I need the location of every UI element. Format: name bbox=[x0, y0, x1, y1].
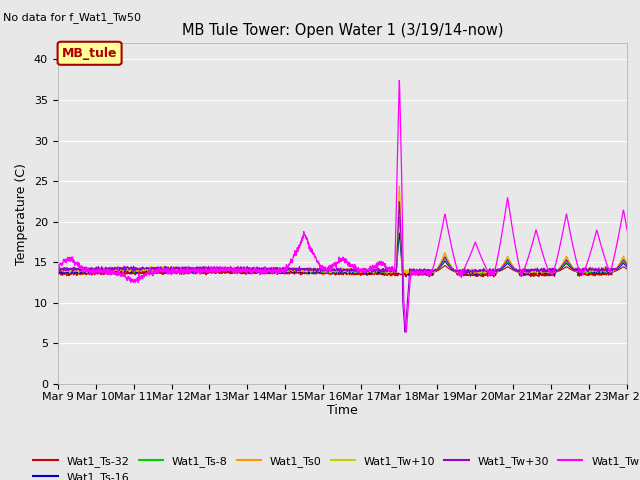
X-axis label: Time: Time bbox=[327, 405, 358, 418]
Title: MB Tule Tower: Open Water 1 (3/19/14-now): MB Tule Tower: Open Water 1 (3/19/14-now… bbox=[182, 23, 503, 38]
Legend: Wat1_Ts-32, Wat1_Ts-16, Wat1_Ts-8, Wat1_Ts0, Wat1_Tw+10, Wat1_Tw+30, Wat1_Tw100: Wat1_Ts-32, Wat1_Ts-16, Wat1_Ts-8, Wat1_… bbox=[29, 451, 640, 480]
Text: MB_tule: MB_tule bbox=[62, 47, 117, 60]
Text: No data for f_Wat1_Tw50: No data for f_Wat1_Tw50 bbox=[3, 12, 141, 23]
Y-axis label: Temperature (C): Temperature (C) bbox=[15, 163, 28, 264]
